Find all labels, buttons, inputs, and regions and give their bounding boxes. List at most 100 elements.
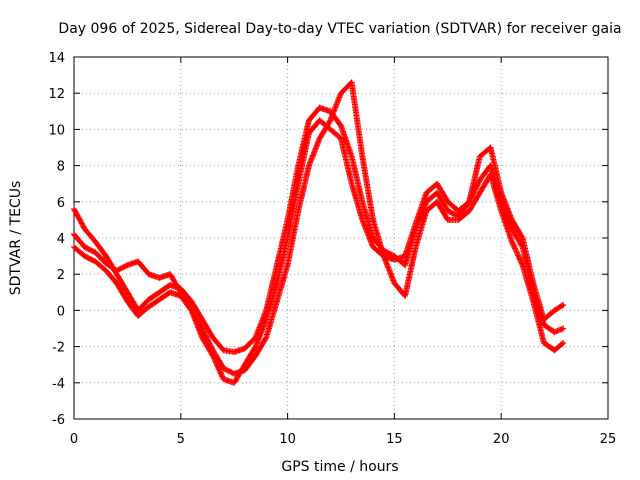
data-point	[216, 367, 223, 374]
data-point	[221, 365, 228, 372]
data-point	[214, 363, 221, 370]
y-tick-label: 8	[57, 160, 65, 175]
data-point	[514, 251, 521, 258]
data-point	[451, 211, 458, 218]
y-tick-label: 14	[48, 51, 65, 66]
data-point	[212, 359, 219, 366]
data-point	[89, 248, 96, 255]
data-point	[87, 255, 94, 262]
data-point	[84, 254, 91, 261]
data-point	[219, 373, 226, 380]
y-tick-label: -2	[52, 341, 65, 356]
data-point	[116, 266, 123, 273]
y-tick-label: 6	[57, 196, 65, 211]
x-tick-label: 15	[386, 432, 403, 447]
data-point	[214, 362, 221, 369]
data-point	[209, 351, 216, 358]
data-point	[217, 369, 224, 376]
data-point	[88, 247, 95, 254]
data-point	[516, 255, 523, 262]
data-point	[212, 358, 219, 365]
y-tick-label: -4	[52, 377, 65, 392]
data-point	[450, 210, 457, 217]
y-tick-label: 0	[57, 304, 65, 319]
grid-lines	[74, 57, 608, 419]
data-point	[511, 244, 518, 251]
y-tick-label: 10	[48, 123, 65, 138]
y-tick-label: 4	[57, 232, 65, 247]
data-point	[211, 356, 218, 363]
data-point	[113, 267, 120, 274]
data-point	[444, 207, 451, 214]
data-point	[517, 257, 524, 264]
data-point	[560, 325, 567, 332]
data-point	[518, 260, 525, 267]
data-marks	[71, 79, 567, 386]
data-point	[121, 263, 128, 270]
chart-title: Day 096 of 2025, Sidereal Day-to-day VTE…	[58, 21, 621, 37]
data-point	[512, 245, 519, 252]
data-point	[120, 264, 127, 271]
data-point	[213, 360, 220, 367]
data-point	[225, 368, 232, 375]
data-point	[446, 208, 453, 215]
y-tick-label: 2	[57, 268, 65, 283]
data-point	[337, 121, 344, 128]
data-point	[448, 209, 455, 216]
data-point	[518, 259, 525, 266]
data-point	[513, 248, 520, 255]
data-point	[224, 367, 231, 374]
data-point	[117, 265, 124, 272]
data-point	[85, 255, 92, 262]
x-tick-label: 25	[600, 432, 617, 447]
data-point	[475, 179, 482, 186]
data-point	[326, 118, 333, 125]
data-point	[227, 368, 234, 375]
axis-ticks	[73, 56, 609, 420]
y-tick-label: 12	[48, 87, 65, 102]
x-tick-labels: 0 5 10 15 20 25	[70, 432, 616, 447]
y-axis-label: SDTVAR / TECUs	[8, 181, 24, 296]
series-track-3	[71, 117, 567, 386]
data-point	[218, 372, 225, 379]
data-point	[558, 341, 565, 348]
data-point	[560, 301, 567, 308]
data-point	[83, 244, 90, 251]
data-point	[515, 252, 522, 259]
data-point	[510, 242, 517, 249]
data-point	[517, 256, 524, 263]
data-point	[210, 354, 217, 361]
data-point	[209, 352, 216, 359]
y-tick-labels: -6 -4 -2 0 2 4 6 8 10 12 14	[48, 51, 65, 428]
data-point	[85, 246, 92, 253]
data-point	[200, 328, 207, 335]
data-point	[513, 249, 520, 256]
data-point	[89, 257, 96, 264]
data-point	[123, 262, 130, 269]
y-tick-label: -6	[52, 413, 65, 428]
data-point	[216, 366, 223, 373]
data-point	[508, 238, 515, 245]
data-point	[81, 244, 88, 251]
data-point	[218, 370, 225, 377]
data-point	[560, 339, 567, 346]
data-point	[83, 253, 90, 260]
data-point	[87, 246, 94, 253]
x-tick-label: 10	[279, 432, 296, 447]
data-point	[211, 355, 218, 362]
data-point	[262, 335, 269, 342]
data-point	[518, 233, 525, 240]
data-point	[510, 241, 517, 248]
x-tick-label: 5	[177, 432, 185, 447]
data-point	[223, 366, 230, 373]
x-tick-label: 20	[493, 432, 510, 447]
data-point	[201, 330, 208, 337]
data-point	[220, 365, 227, 372]
data-point	[251, 344, 258, 351]
data-point	[84, 245, 91, 252]
data-point	[215, 365, 222, 372]
data-point	[201, 329, 208, 336]
data-point	[187, 306, 194, 313]
data-point	[515, 253, 522, 260]
